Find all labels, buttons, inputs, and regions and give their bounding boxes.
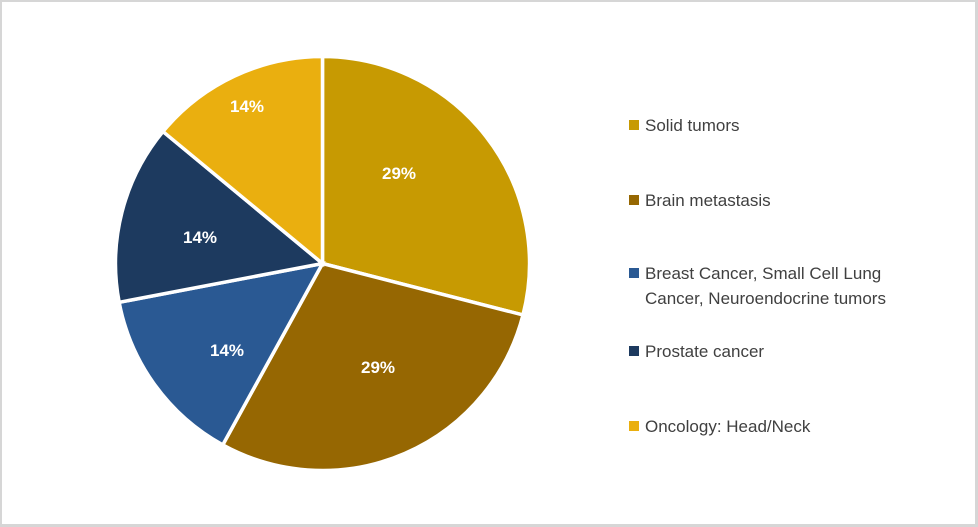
legend-item-oncology-head-neck: Oncology: Head/Neck xyxy=(629,414,929,439)
pie-slice-solid-tumors xyxy=(320,54,532,318)
legend-swatch-icon xyxy=(629,195,639,205)
legend-item-breast-cancer-small-cell-lung-cancer-neu: Breast Cancer, Small Cell Lung Cancer, N… xyxy=(629,261,929,311)
legend-swatch-icon xyxy=(629,120,639,130)
legend-swatch-icon xyxy=(629,421,639,431)
legend-label: Solid tumors xyxy=(645,116,740,135)
pie-slice-breast-cancer-small-cell-lung-cancer-neu xyxy=(117,261,326,448)
legend-label: Prostate cancer xyxy=(645,342,765,361)
pie-slice-oncology-head-neck xyxy=(160,54,325,268)
legend-swatch-icon xyxy=(629,346,639,356)
legend-label: Oncology: Head/Neck xyxy=(645,417,811,436)
legend-label: Breast Cancer, Small Cell Lung Cancer, N… xyxy=(645,264,886,308)
legend-item-brain-metastasis: Brain metastasis xyxy=(629,188,929,213)
legend-swatch-icon xyxy=(629,268,639,278)
pie-slice-brain-metastasis xyxy=(220,261,526,473)
legend-label: Brain metastasis xyxy=(645,191,771,210)
legend-item-solid-tumors: Solid tumors xyxy=(629,113,929,138)
legend-item-prostate-cancer: Prostate cancer xyxy=(629,339,929,364)
pie-slice-prostate-cancer xyxy=(113,129,327,305)
